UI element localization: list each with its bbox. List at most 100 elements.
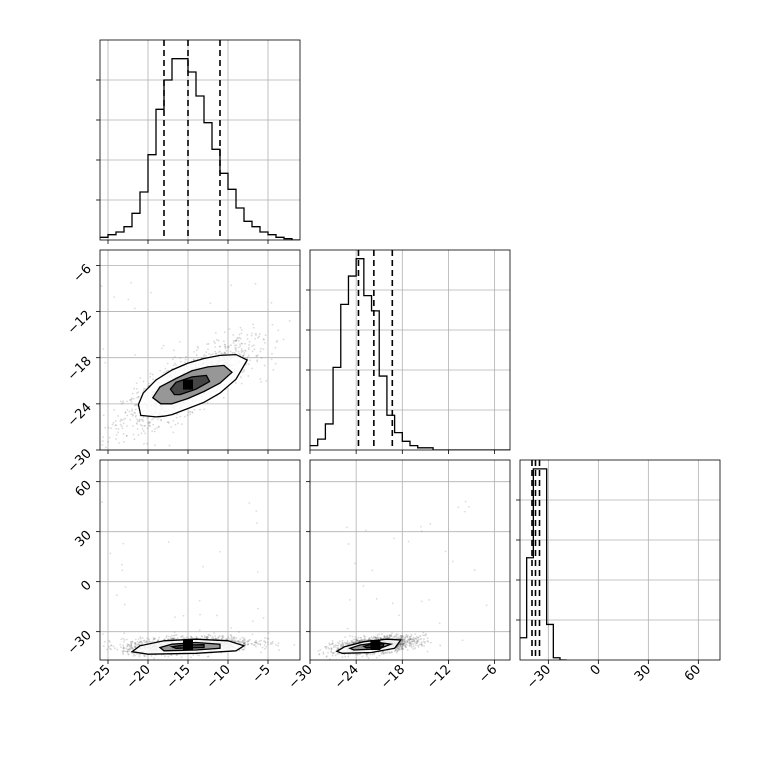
- sample-point: [146, 417, 149, 420]
- sample-point: [241, 648, 244, 651]
- sample-point: [152, 423, 155, 426]
- sample-point: [140, 641, 143, 644]
- sample-point: [327, 646, 330, 649]
- sample-point: [135, 388, 138, 390]
- sample-point: [394, 649, 397, 651]
- sample-point: [402, 648, 405, 651]
- sample-point: [248, 346, 250, 349]
- sample-point: [428, 599, 431, 601]
- sample-point: [108, 639, 111, 642]
- sample-point: [334, 645, 337, 648]
- sample-point: [243, 646, 246, 649]
- sample-point: [404, 636, 407, 639]
- sample-point: [214, 637, 217, 640]
- sample-point: [150, 655, 153, 657]
- sample-point: [243, 640, 246, 642]
- sample-point: [133, 387, 136, 390]
- sample-point: [410, 638, 413, 641]
- sample-point: [115, 438, 117, 440]
- sample-point: [141, 428, 144, 430]
- sample-point: [426, 637, 429, 640]
- sample-point: [102, 414, 105, 417]
- y-tick-label: 0: [78, 578, 94, 594]
- sample-point: [126, 648, 129, 651]
- sample-point: [270, 358, 273, 361]
- sample-point: [118, 442, 120, 444]
- sample-point: [334, 644, 337, 646]
- sample-point: [235, 340, 238, 343]
- sample-point: [256, 571, 259, 573]
- sample-point: [185, 355, 188, 358]
- sample-point: [132, 655, 135, 657]
- sample-point: [403, 642, 405, 645]
- sample-point: [122, 400, 124, 403]
- sample-point: [131, 647, 133, 650]
- sample-point: [364, 638, 366, 641]
- sample-point: [151, 430, 154, 433]
- sample-point: [395, 635, 397, 638]
- sample-point: [230, 634, 232, 637]
- sample-point: [235, 637, 238, 639]
- sample-point: [170, 425, 172, 428]
- sample-point: [167, 635, 170, 638]
- sample-point: [238, 640, 241, 643]
- sample-point: [120, 425, 123, 428]
- sample-point: [141, 637, 144, 639]
- sample-point: [367, 638, 370, 641]
- sample-point: [140, 418, 143, 421]
- sample-point: [188, 411, 190, 414]
- sample-point: [342, 645, 344, 647]
- sample-point: [388, 636, 391, 639]
- sample-point: [246, 640, 249, 643]
- sample-point: [385, 635, 388, 637]
- sample-point: [126, 425, 128, 427]
- sample-point: [244, 643, 247, 646]
- sample-point: [133, 438, 136, 441]
- sample-point: [192, 358, 195, 361]
- sample-point: [387, 651, 390, 654]
- sample-point: [113, 409, 116, 411]
- sample-point: [126, 650, 129, 653]
- sample-point: [162, 344, 165, 347]
- sample-point: [143, 655, 146, 658]
- sample-point: [411, 638, 414, 641]
- sample-point: [122, 644, 125, 647]
- sample-point: [130, 643, 133, 646]
- sample-point: [150, 291, 152, 294]
- sample-point: [133, 307, 136, 310]
- sample-point: [196, 345, 199, 348]
- sample-point: [402, 643, 405, 646]
- sample-point: [271, 642, 274, 645]
- sample-point: [135, 422, 138, 424]
- sample-point: [134, 644, 136, 647]
- sample-point: [229, 633, 232, 636]
- sample-point: [127, 653, 130, 656]
- sample-point: [234, 340, 237, 342]
- x-tick-label: −20: [124, 662, 154, 692]
- sample-point: [424, 632, 427, 635]
- sample-point: [239, 638, 242, 641]
- sample-point: [390, 633, 393, 636]
- sample-point: [360, 638, 363, 641]
- sample-point: [103, 640, 106, 643]
- sample-point: [225, 638, 228, 640]
- sample-point: [341, 656, 344, 659]
- sample-point: [355, 638, 358, 640]
- sample-point: [263, 364, 266, 367]
- sample-point: [121, 651, 124, 654]
- sample-point: [246, 640, 249, 643]
- sample-point: [126, 650, 129, 653]
- axes-2-1: −30 −24 −18 −12 −6: [286, 459, 511, 692]
- sample-point: [195, 349, 198, 352]
- sample-point: [359, 639, 362, 642]
- sample-point: [182, 637, 185, 640]
- sample-point: [223, 351, 226, 354]
- sample-point: [359, 640, 362, 643]
- sample-point: [175, 364, 177, 366]
- sample-point: [468, 505, 470, 508]
- sample-point: [365, 639, 368, 641]
- sample-point: [242, 355, 245, 357]
- sample-point: [223, 345, 226, 348]
- sample-point: [410, 635, 413, 638]
- sample-point: [175, 416, 178, 419]
